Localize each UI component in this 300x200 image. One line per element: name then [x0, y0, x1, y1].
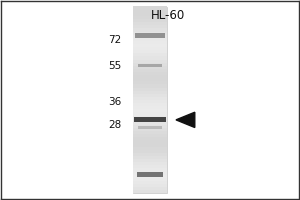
Bar [133, 100, 167, 103]
Bar [133, 174, 167, 178]
Bar [133, 31, 167, 35]
Bar [133, 25, 167, 28]
Bar [138, 126, 162, 129]
Bar [133, 13, 167, 16]
Bar [133, 159, 167, 162]
Text: 36: 36 [108, 97, 122, 107]
Bar [133, 44, 167, 47]
Bar [133, 168, 167, 172]
Bar [138, 64, 162, 67]
Bar [133, 75, 167, 78]
Bar [133, 59, 167, 63]
Polygon shape [176, 112, 195, 128]
Bar [133, 178, 167, 181]
Bar [136, 172, 164, 177]
Bar [133, 165, 167, 168]
Bar [133, 106, 167, 109]
Bar [133, 72, 167, 75]
Bar [133, 84, 167, 88]
Bar [133, 181, 167, 184]
Text: 72: 72 [108, 35, 122, 45]
Bar [133, 134, 167, 137]
Bar [133, 118, 167, 122]
Bar [133, 115, 167, 119]
Bar [133, 81, 167, 84]
Bar [133, 41, 167, 44]
Text: 28: 28 [108, 120, 122, 130]
Bar [133, 38, 167, 41]
Bar [133, 131, 167, 134]
Text: 55: 55 [108, 61, 122, 71]
Bar [133, 19, 167, 22]
Text: HL-60: HL-60 [151, 9, 185, 22]
Bar [135, 33, 165, 38]
Bar [133, 53, 167, 56]
Bar [133, 47, 167, 50]
Bar [133, 78, 167, 81]
Bar [133, 66, 167, 69]
Bar [133, 10, 167, 13]
Bar [133, 50, 167, 53]
Bar [133, 62, 167, 66]
Bar [133, 153, 167, 156]
Bar [133, 171, 167, 175]
Bar [133, 162, 167, 165]
Bar [133, 94, 167, 97]
Bar [133, 28, 167, 32]
Bar [133, 125, 167, 128]
Bar [133, 56, 167, 60]
Bar [133, 97, 167, 100]
Bar [133, 22, 167, 25]
Bar [133, 184, 167, 187]
Bar [133, 190, 167, 193]
Bar [133, 187, 167, 190]
Bar [133, 122, 167, 125]
Bar [133, 137, 167, 140]
Bar [133, 112, 167, 116]
Bar [133, 143, 167, 147]
Bar [133, 6, 167, 10]
Bar [133, 146, 167, 150]
Bar [133, 156, 167, 159]
Bar [133, 103, 167, 106]
Bar [133, 34, 167, 38]
Bar [133, 87, 167, 91]
Bar [133, 90, 167, 94]
Bar [133, 16, 167, 19]
Bar [134, 117, 166, 122]
Bar [133, 109, 167, 112]
Bar [133, 128, 167, 131]
Bar [133, 69, 167, 72]
Bar [133, 140, 167, 144]
Bar [133, 7, 167, 193]
Bar [133, 150, 167, 153]
